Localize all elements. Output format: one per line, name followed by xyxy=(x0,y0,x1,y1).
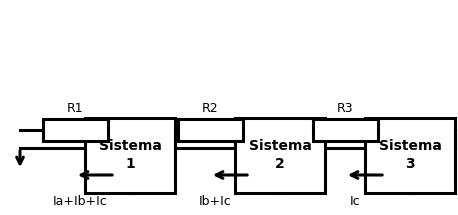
Bar xyxy=(235,118,325,192)
Bar xyxy=(43,119,108,141)
Text: R2: R2 xyxy=(202,102,218,115)
Bar xyxy=(85,118,175,192)
Text: Sistema
1: Sistema 1 xyxy=(98,139,161,171)
Text: R1: R1 xyxy=(67,102,83,115)
Bar xyxy=(178,119,242,141)
Text: Ia+Ib+Ic: Ia+Ib+Ic xyxy=(53,195,107,208)
Text: Sistema
3: Sistema 3 xyxy=(379,139,442,171)
Text: R3: R3 xyxy=(337,102,353,115)
Text: Ic: Ic xyxy=(350,195,360,208)
Bar xyxy=(312,119,377,141)
Text: Ib+Ic: Ib+Ic xyxy=(199,195,231,208)
Text: Sistema
2: Sistema 2 xyxy=(249,139,311,171)
Bar xyxy=(365,118,455,192)
